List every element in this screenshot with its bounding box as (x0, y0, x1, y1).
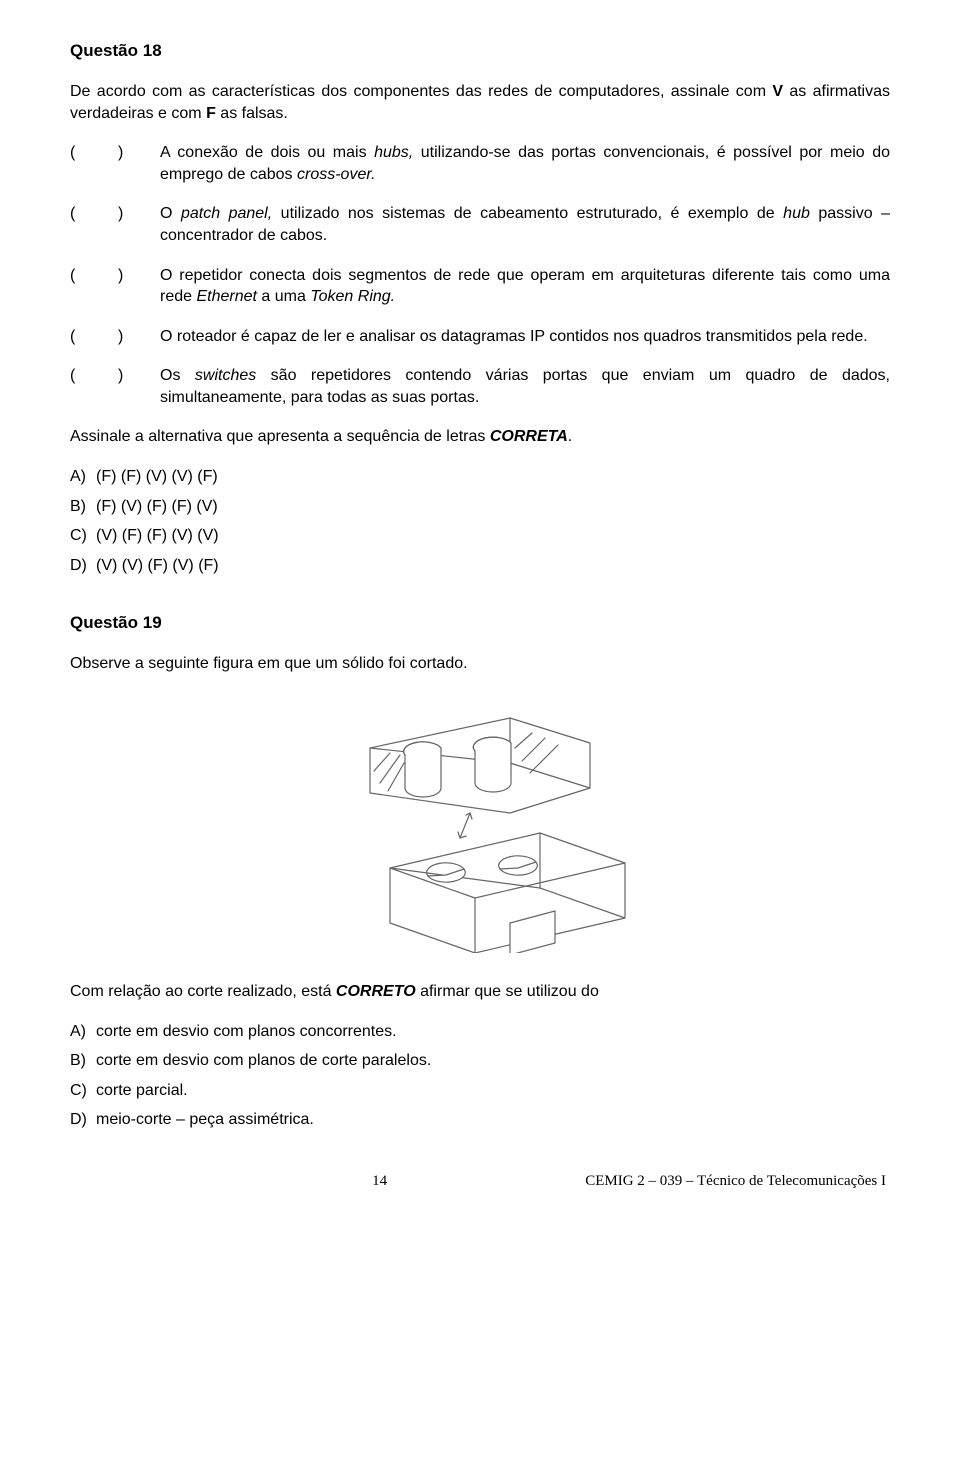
vf-text-1: A conexão de dois ou mais hubs, utilizan… (160, 142, 890, 185)
page-number: 14 (74, 1171, 585, 1191)
option-b: B)(F) (V) (F) (F) (V) (70, 496, 890, 518)
page-footer: 14 CEMIG 2 – 039 – Técnico de Telecomuni… (70, 1171, 890, 1191)
option-text: meio-corte – peça assimétrica. (96, 1111, 314, 1128)
paren-open: ( (70, 365, 90, 408)
option-text: corte parcial. (96, 1082, 188, 1099)
option-label: C) (70, 1080, 96, 1102)
paren-gap (90, 365, 118, 408)
t: O (160, 205, 181, 222)
t: O roteador é capaz de ler e analisar os … (160, 328, 868, 345)
t: hub (783, 205, 810, 222)
t: CORRETO (336, 983, 416, 1000)
t: CORRETA (490, 428, 568, 445)
question-19-figure (70, 693, 890, 953)
option-text: (V) (F) (F) (V) (V) (96, 527, 219, 544)
t: A conexão de dois ou mais (160, 144, 374, 161)
intro-post: as falsas. (216, 105, 288, 122)
vf-item-5: ( ) Os switches são repetidores contendo… (70, 365, 890, 408)
option-c: C)corte parcial. (70, 1080, 890, 1102)
option-c: C)(V) (F) (F) (V) (V) (70, 525, 890, 547)
vf-text-2: O patch panel, utilizado nos sistemas de… (160, 203, 890, 246)
option-a: A)corte em desvio com planos concorrente… (70, 1021, 890, 1043)
question-18-instruction: Assinale a alternativa que apresenta a s… (70, 426, 890, 448)
t: a uma (257, 288, 310, 305)
question-19-intro: Observe a seguinte figura em que um sóli… (70, 653, 890, 675)
option-label: C) (70, 525, 96, 547)
option-d: D)(V) (V) (F) (V) (F) (70, 555, 890, 577)
question-19: Questão 19 Observe a seguinte figura em … (70, 612, 890, 1131)
option-label: D) (70, 555, 96, 577)
question-19-options: A)corte em desvio com planos concorrente… (70, 1021, 890, 1131)
t: Token Ring. (310, 288, 395, 305)
option-text: corte em desvio com planos de corte para… (96, 1052, 431, 1069)
question-18: Questão 18 De acordo com as característi… (70, 40, 890, 576)
option-label: D) (70, 1109, 96, 1131)
paren-open: ( (70, 326, 90, 348)
vf-item-3: ( ) O repetidor conecta dois segmentos d… (70, 265, 890, 308)
paren-close: ) (118, 326, 138, 348)
t: utilizado nos sistemas de cabeamento est… (272, 205, 783, 222)
paren-close: ) (118, 203, 138, 246)
option-label: B) (70, 1050, 96, 1072)
t: . (568, 428, 572, 445)
t: Os (160, 367, 195, 384)
paren-gap (90, 326, 118, 348)
vf-item-2: ( ) O patch panel, utilizado nos sistema… (70, 203, 890, 246)
t: afirmar que se utilizou do (416, 983, 599, 1000)
paren-open: ( (70, 203, 90, 246)
t: cross-over. (297, 166, 376, 183)
question-18-title: Questão 18 (70, 40, 890, 63)
t: são repetidores contendo várias portas q… (160, 367, 890, 406)
paren-space (138, 265, 160, 308)
paren-close: ) (118, 142, 138, 185)
paren-gap (90, 142, 118, 185)
question-18-intro: De acordo com as características dos com… (70, 81, 890, 124)
option-text: (F) (F) (V) (V) (F) (96, 468, 218, 485)
paren-close: ) (118, 365, 138, 408)
intro-f: F (206, 105, 216, 122)
question-18-options: A)(F) (F) (V) (V) (F) B)(F) (V) (F) (F) … (70, 466, 890, 576)
paren-space (138, 365, 160, 408)
option-text: (F) (V) (F) (F) (V) (96, 498, 218, 515)
option-a: A)(F) (F) (V) (V) (F) (70, 466, 890, 488)
vf-item-4: ( ) O roteador é capaz de ler e analisar… (70, 326, 890, 348)
option-d: D)meio-corte – peça assimétrica. (70, 1109, 890, 1131)
intro-v: V (772, 83, 783, 100)
paren-space (138, 142, 160, 185)
paren-open: ( (70, 142, 90, 185)
technical-drawing-icon (310, 693, 650, 953)
t: Assinale a alternativa que apresenta a s… (70, 428, 490, 445)
paren-space (138, 326, 160, 348)
t: Ethernet (196, 288, 256, 305)
paren-space (138, 203, 160, 246)
option-b: B)corte em desvio com planos de corte pa… (70, 1050, 890, 1072)
t: patch panel, (181, 205, 272, 222)
option-text: (V) (V) (F) (V) (F) (96, 557, 219, 574)
intro-pre: De acordo com as características dos com… (70, 83, 772, 100)
doc-id: CEMIG 2 – 039 – Técnico de Telecomunicaç… (585, 1171, 886, 1191)
paren-gap (90, 203, 118, 246)
paren-gap (90, 265, 118, 308)
option-label: A) (70, 1021, 96, 1043)
paren-close: ) (118, 265, 138, 308)
t: switches (195, 367, 256, 384)
option-label: B) (70, 496, 96, 518)
option-label: A) (70, 466, 96, 488)
vf-item-1: ( ) A conexão de dois ou mais hubs, util… (70, 142, 890, 185)
vf-text-3: O repetidor conecta dois segmentos de re… (160, 265, 890, 308)
t: hubs, (374, 144, 413, 161)
vf-text-4: O roteador é capaz de ler e analisar os … (160, 326, 890, 348)
vf-text-5: Os switches são repetidores contendo vár… (160, 365, 890, 408)
option-text: corte em desvio com planos concorrentes. (96, 1023, 397, 1040)
question-19-after: Com relação ao corte realizado, está COR… (70, 981, 890, 1003)
t: Com relação ao corte realizado, está (70, 983, 336, 1000)
question-19-title: Questão 19 (70, 612, 890, 635)
paren-open: ( (70, 265, 90, 308)
